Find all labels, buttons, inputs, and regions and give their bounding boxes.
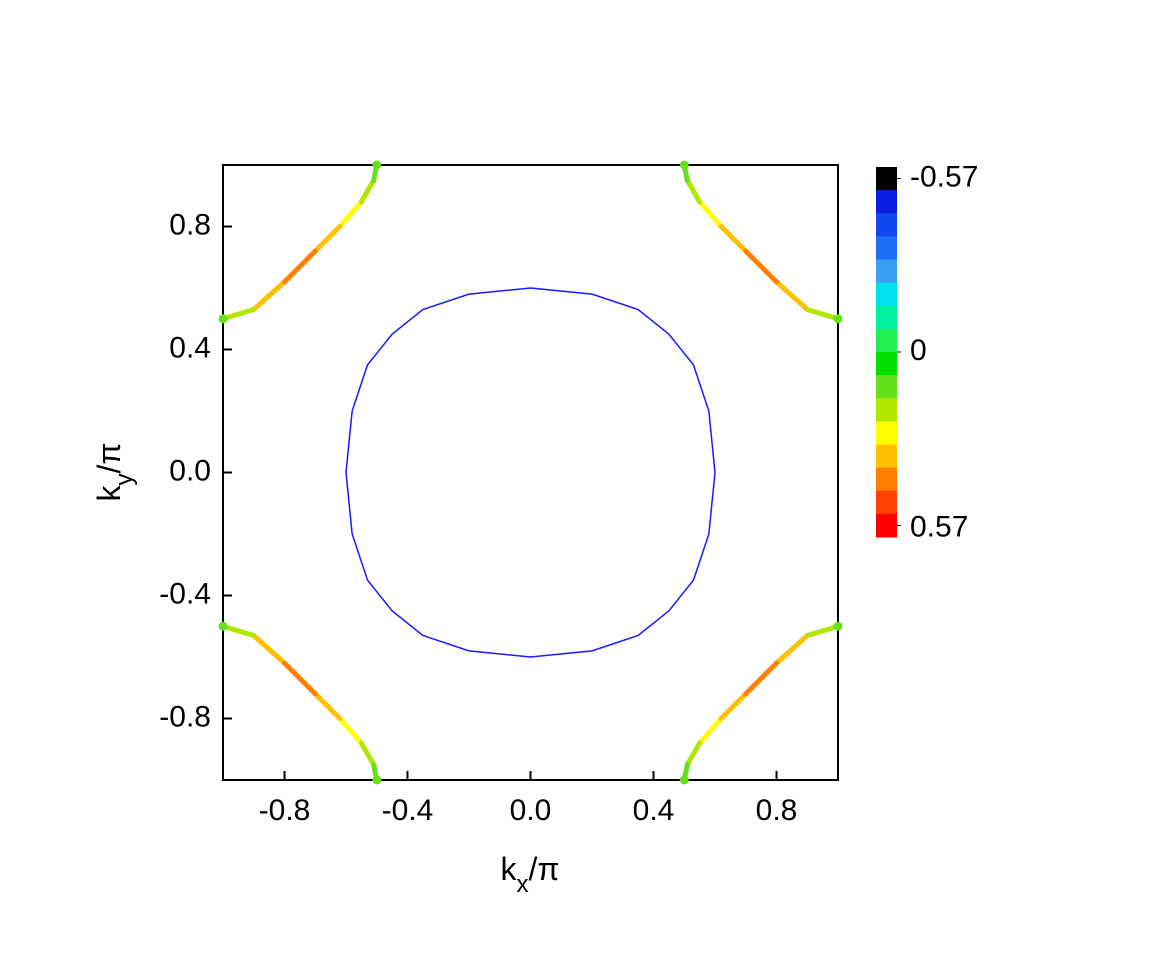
arc-segment [697,199,724,229]
arc-point [743,248,749,254]
arc-point [684,762,690,768]
x-tick-label: -0.4 [382,794,434,827]
arc-segment [358,740,377,768]
arc-segment [804,307,841,322]
colorbar-block [876,167,897,191]
arc-segment [282,660,318,697]
y-tick-label: 0.8 [169,208,211,241]
arc-point [282,660,287,666]
arc-point [251,307,257,313]
arc-segment [774,279,810,313]
y-tick-label: -0.4 [159,577,211,610]
contour-line [345,287,716,658]
colorbar-block [876,190,897,214]
colorbar-label: -0.57 [910,160,978,193]
arc-point [743,691,749,697]
arc-point [697,199,703,205]
arc-segment [251,279,287,313]
arc-point [679,775,689,785]
y-tick-label: 0.4 [169,331,211,364]
arc-segment [312,691,343,721]
arc-segment [697,716,724,746]
arc-point [371,762,377,768]
arc-segment [743,660,779,697]
colorbar-label: 0 [910,334,927,367]
colorbar-block [876,490,897,515]
x-tick-label: 0.4 [633,794,675,827]
arc-point [833,621,843,631]
arc-segment [337,199,364,229]
arc-segment [718,691,749,721]
arc-segment [743,248,779,285]
arc-point [372,775,382,785]
colorbar-block [876,467,897,492]
colorbar-label: 0.57 [910,510,968,543]
arc-point [774,279,779,285]
arc-segment [718,224,749,254]
colorbar-block [876,352,897,376]
arc-point [833,314,843,324]
y-tick-label: 0.0 [169,454,211,487]
arc-point [697,740,703,746]
y-tick-label: -0.8 [159,700,211,733]
arc-point [282,279,287,285]
colorbar-block [876,328,897,353]
x-tick-label: 0.8 [756,794,798,827]
arc-point [251,632,257,638]
colorbar-block [876,398,897,422]
colorbar-block [876,513,897,538]
colorbar-block [876,305,897,330]
colorbar-block [876,236,897,260]
arc-point [718,224,724,229]
arc-point [684,177,690,183]
arc-segment [220,307,257,322]
arc-point [337,716,343,721]
arc-point [718,716,724,721]
arc-segment [358,177,377,205]
arc-segment [251,632,287,666]
arc-point [371,177,377,183]
arc-point [372,160,382,170]
arc-point [337,224,343,229]
arc-point [804,307,810,313]
arc-segment [220,623,257,638]
colorbar-block [876,444,897,469]
colorbar-block [876,421,897,445]
x-axis-label: kx/π [501,851,560,897]
arc-point [218,621,228,631]
arc-segment [684,740,703,768]
colorbar-block [876,259,897,284]
arc-point [804,632,810,638]
arc-point [679,160,689,170]
arc-segment [282,248,318,285]
arc-segment [337,716,364,746]
arc-point [312,691,318,697]
colorbar-block [876,213,897,237]
arc-point [358,740,364,746]
colorbar-block [876,375,897,399]
colorbar-block [876,282,897,307]
arc-segment [774,632,810,666]
x-tick-label: -0.8 [259,794,311,827]
x-tick-label: 0.0 [510,794,552,827]
arc-segment [804,623,841,638]
arc-segment [312,224,343,254]
arc-point [218,314,228,324]
arc-segment [684,177,703,205]
arc-point [358,199,364,205]
plot-frame [222,164,839,781]
arc-point [774,660,779,666]
y-axis-label: ky/π [91,443,137,502]
arc-point [312,248,318,254]
